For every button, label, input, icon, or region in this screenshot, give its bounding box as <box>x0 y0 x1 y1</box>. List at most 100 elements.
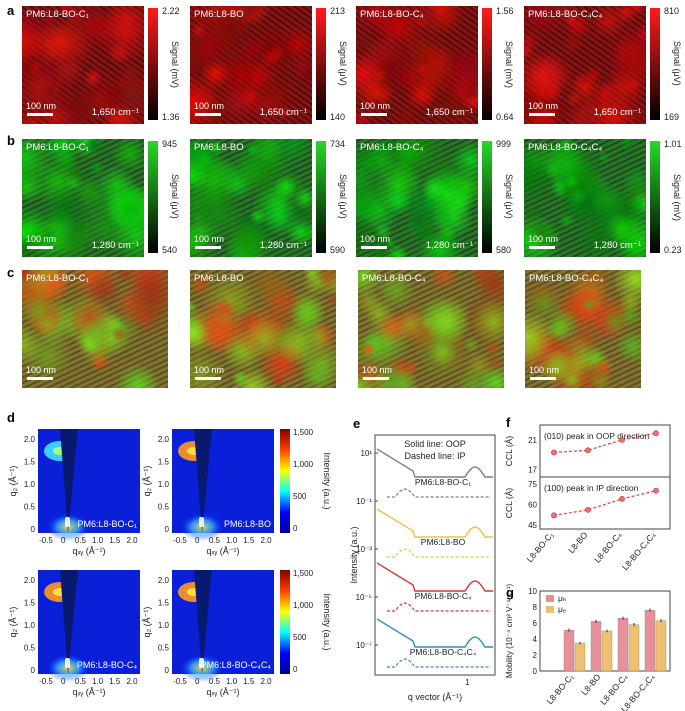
colorbar-min: 590 <box>330 245 346 255</box>
colorbar-gradient <box>280 570 290 674</box>
y-axis-label: Mobility (10⁻⁴ cm² V⁻¹ s⁻¹) <box>505 584 514 679</box>
y-tick-label: 2.0 <box>158 435 170 444</box>
scale-bar-label: 100 nm <box>26 365 57 375</box>
subplot-label: (100) peak in IP direction <box>544 483 639 493</box>
y-tick-label: 1.5 <box>158 599 170 608</box>
row_c-map-3: PM6:L8-BO-C₄ 100 nm <box>358 270 504 388</box>
colorbar-tick: 0 <box>293 524 298 533</box>
missing-wedge <box>60 570 78 674</box>
x-tick-label: 1 <box>465 678 470 687</box>
colorbar-min: 580 <box>496 245 512 255</box>
scale-bar <box>529 246 555 249</box>
colorbar-tick: 1,000 <box>293 460 314 469</box>
oop-line-2 <box>376 508 493 538</box>
y-tick-label: 1.0 <box>158 621 170 630</box>
colorbar <box>316 8 326 120</box>
beamstop <box>65 658 70 668</box>
colorbar-gradient <box>280 429 290 533</box>
wavenumber-label: 1,280 cm⁻¹ <box>91 240 139 251</box>
data-point <box>585 447 591 454</box>
bar-electron <box>628 624 640 672</box>
ip-line-1 <box>387 488 491 498</box>
x-tick-label: 0 <box>195 536 200 545</box>
colorbar-max: 999 <box>496 139 512 149</box>
colorbar-tick: 1,500 <box>293 428 314 437</box>
x-axis-label: qₓᵧ (Å⁻¹) <box>206 546 239 556</box>
x-tick-label: 0.5 <box>209 536 221 545</box>
row_b-map-1: PM6:L8-BO-C₁ 100 nm 1,280 cm⁻¹ <box>22 139 144 257</box>
scale-bar <box>361 113 387 116</box>
panel-label-e: e <box>353 416 361 431</box>
panel-label-c: c <box>7 265 15 280</box>
row_a-map-1: PM6:L8-BO-C₁ 100 nm 1,650 cm⁻¹ <box>22 6 144 124</box>
colorbar-max: 945 <box>162 139 178 149</box>
x-tick-label: 0 <box>61 677 66 686</box>
legend-swatch <box>546 595 554 602</box>
giwaxs-map-title: PM6:L8-BO-C₄ <box>77 660 138 670</box>
y-tick-label: 2.0 <box>24 435 36 444</box>
x-tick-label: L8-BO <box>579 672 603 698</box>
y-axis-label: q₂ (Å⁻¹) <box>8 607 18 638</box>
subplot-label: (010) peak in OOP direction <box>544 431 649 441</box>
colorbar <box>148 8 158 120</box>
bar-hole <box>644 610 656 672</box>
data-point <box>619 436 625 443</box>
giwaxs-map-2: PM6:L8-BO-0.5 0 0.5 1.0 1.5 2.000.51.01.52.0q… <box>142 429 274 556</box>
map-title: PM6:L8-BO-C₁ <box>26 142 89 153</box>
y-tick-label: 0 <box>165 525 170 534</box>
giwaxs-map-title: PM6:L8-BO-C₁ <box>77 519 137 529</box>
colorbar <box>316 141 326 253</box>
scale-bar-label: 100 nm <box>360 101 391 111</box>
x-tick-label: L8-BO-C₄C₄ <box>620 529 658 572</box>
missing-wedge <box>194 570 212 674</box>
colorbar-tick: 500 <box>293 492 307 501</box>
x-axis-label: q vector (Å⁻¹) <box>408 692 462 702</box>
map-title: PM6:L8-BO <box>194 273 244 284</box>
bar-electron <box>601 630 613 672</box>
panel-label-b: b <box>7 133 15 148</box>
scale-bar <box>195 246 221 249</box>
colorbar-min: 140 <box>330 112 346 122</box>
colorbar-tick: 1,500 <box>293 569 314 578</box>
scale-bar-label: 100 nm <box>529 365 560 375</box>
y-tick-label: 17 <box>528 466 537 475</box>
panel-e-line-profiles: 10¹ 10⁻¹ 10⁻³ 10⁻⁵ 10⁻⁷ 1q vector (Å⁻¹) Intens… <box>349 434 496 702</box>
scale-bar <box>195 377 221 380</box>
colorbar <box>148 141 158 253</box>
series-label: PM6:L8-BO <box>421 537 466 547</box>
beamstop <box>199 517 204 527</box>
ip-line-4 <box>387 658 491 668</box>
row_b-map-3: PM6:L8-BO-C₄ 100 nm 1,280 cm⁻¹ <box>356 139 478 257</box>
x-tick-label: L8-BO-C₁ <box>544 672 575 706</box>
colorbar <box>650 141 660 253</box>
wavenumber-label: 1,280 cm⁻¹ <box>259 240 307 251</box>
legend-label: μₑ <box>558 604 566 614</box>
giwaxs-map-title: PM6:L8-BO-C₄C₄ <box>201 660 272 670</box>
x-tick-label: L8-BO-C₄ <box>592 529 624 564</box>
row_a-map-2: PM6:L8-BO 100 nm 1,650 cm⁻¹ <box>190 6 312 124</box>
colorbar-max: 1.56 <box>496 6 514 16</box>
data-point <box>653 487 659 494</box>
colorbar-min: 1.36 <box>162 112 180 122</box>
x-tick-label: -0.5 <box>39 536 53 545</box>
x-tick-label: 0.5 <box>209 677 221 686</box>
x-tick-label: 0.5 <box>75 677 87 686</box>
wavenumber-label: 1,280 cm⁻¹ <box>593 240 641 251</box>
y-axis-label: q₂ (Å⁻¹) <box>8 466 18 497</box>
wavenumber-label: 1,650 cm⁻¹ <box>91 107 139 118</box>
wavenumber-label: 1,280 cm⁻¹ <box>425 240 473 251</box>
giwaxs-map-1: PM6:L8-BO-C₁-0.5 0 0.5 1.0 1.5 2.000.51.01.52… <box>8 429 140 556</box>
legend-swatch <box>546 606 554 613</box>
panel-label-g: g <box>506 585 514 600</box>
x-axis-label: qₓᵧ (Å⁻¹) <box>206 687 239 697</box>
ccl-line <box>553 490 657 516</box>
x-tick-label: 1.5 <box>243 677 255 686</box>
colorbar <box>482 8 492 120</box>
plot-frame <box>374 434 496 676</box>
x-tick-label: 1.0 <box>92 677 104 686</box>
scale-bar-label: 100 nm <box>360 234 391 244</box>
x-tick-label: 1.0 <box>226 536 238 545</box>
y-axis-label: q₂ (Å⁻¹) <box>142 607 152 638</box>
y-tick-label: 1.0 <box>158 480 170 489</box>
x-tick-label: 2.0 <box>260 536 272 545</box>
